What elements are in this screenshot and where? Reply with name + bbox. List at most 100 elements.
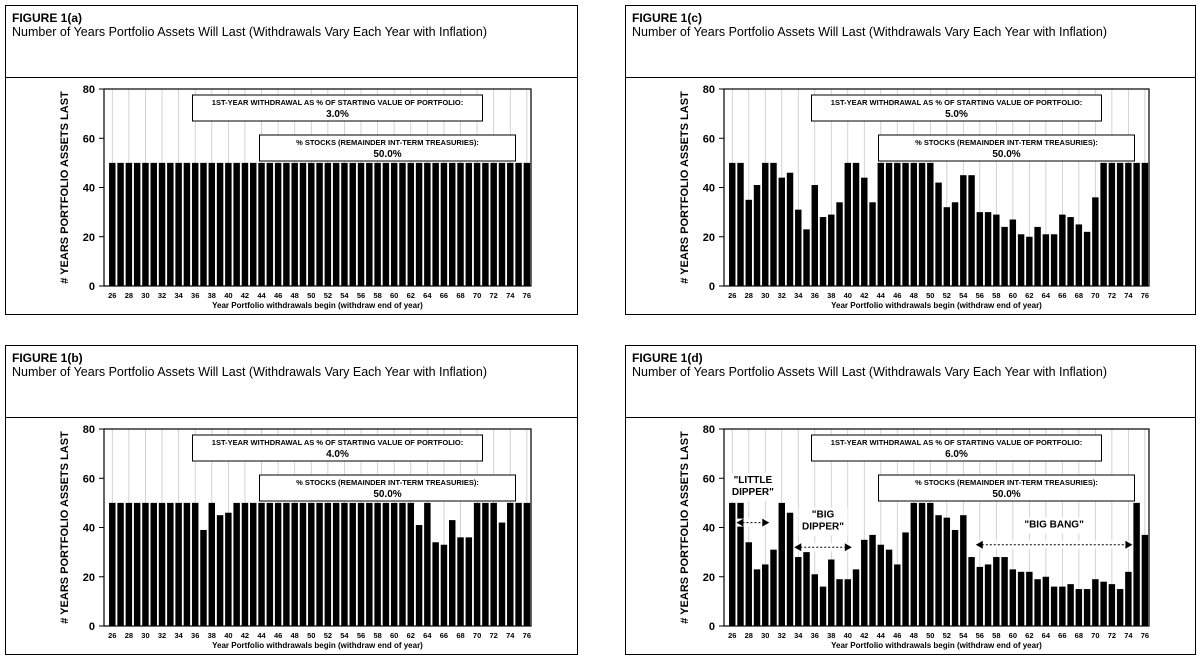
bar: [515, 502, 522, 626]
x-tick-label: 32: [778, 631, 786, 640]
withdrawal-box: 1ST-YEAR WITHDRAWAL AS % OF STARTING VAL…: [811, 434, 1102, 462]
bar: [951, 529, 959, 626]
x-axis-label: Year Portfolio withdrawals begin (withdr…: [831, 301, 1042, 310]
bar: [523, 162, 531, 286]
bar: [984, 564, 992, 626]
info-box-line2: 50.0%: [992, 489, 1020, 500]
x-tick-label: 54: [340, 291, 349, 300]
bar: [1042, 576, 1050, 626]
bar: [200, 529, 207, 626]
bar: [902, 162, 909, 286]
bar: [1100, 581, 1107, 626]
x-tick-label: 56: [976, 631, 984, 640]
x-tick-label: 62: [407, 291, 415, 300]
x-tick-label: 52: [324, 291, 332, 300]
stocks-box: % STOCKS (REMAINDER INT-TERM TREASURIES)…: [259, 134, 516, 162]
x-tick-label: 30: [761, 631, 769, 640]
x-tick-label: 30: [141, 631, 149, 640]
bar: [993, 557, 1000, 626]
figure-header: FIGURE 1(b) Number of Years Portfolio As…: [6, 346, 577, 418]
bar: [1116, 162, 1124, 286]
x-tick-label: 44: [877, 291, 886, 300]
bar: [258, 162, 265, 286]
figure-title: Number of Years Portfolio Assets Will La…: [632, 25, 1107, 39]
x-tick-label: 48: [910, 291, 918, 300]
x-tick-label: 34: [794, 631, 803, 640]
bar: [1108, 162, 1116, 286]
bar: [216, 515, 224, 626]
info-box-line2: 50.0%: [373, 489, 401, 500]
bar: [266, 502, 274, 626]
bar: [885, 549, 893, 626]
bar: [258, 502, 265, 626]
bar: [770, 162, 777, 286]
y-tick-label: 60: [703, 133, 715, 145]
bar: [1141, 162, 1149, 286]
bar: [927, 502, 934, 626]
x-tick-label: 46: [893, 631, 901, 640]
bar: [208, 502, 216, 626]
figure-title: Number of Years Portfolio Assets Will La…: [632, 365, 1107, 379]
bar: [357, 502, 365, 626]
x-tick-label: 44: [877, 631, 886, 640]
bar: [976, 566, 984, 626]
bar: [390, 162, 398, 286]
bar: [448, 520, 456, 626]
bar: [1001, 226, 1008, 286]
x-tick-label: 64: [423, 291, 432, 300]
bar: [1125, 571, 1132, 626]
x-tick-label: 52: [943, 291, 951, 300]
bar: [432, 162, 439, 286]
bar: [795, 557, 802, 626]
info-box-line1: % STOCKS (REMAINDER INT-TERM TREASURIES)…: [296, 138, 479, 147]
info-box-line1: % STOCKS (REMAINDER INT-TERM TREASURIES)…: [915, 478, 1098, 487]
bar: [390, 502, 398, 626]
bar: [183, 502, 191, 626]
figure-label: FIGURE 1(c): [632, 11, 703, 25]
annotation: "BIG BANG": [975, 517, 1133, 549]
bar: [225, 162, 232, 286]
x-tick-label: 70: [473, 631, 481, 640]
info-box-line1: % STOCKS (REMAINDER INT-TERM TREASURIES)…: [915, 138, 1098, 147]
bar: [266, 162, 274, 286]
bar: [745, 199, 752, 286]
bar: [490, 162, 497, 286]
bar-chart: 0 20 40 60 80 # YEARS PORTFOLIO ASSETS LAST 26…: [679, 84, 1150, 310]
x-tick-label: 68: [456, 291, 464, 300]
bar: [399, 162, 406, 286]
x-tick-label: 42: [860, 291, 868, 300]
stocks-box: % STOCKS (REMAINDER INT-TERM TREASURIES)…: [878, 134, 1135, 162]
bar: [1067, 217, 1074, 286]
bar: [515, 162, 522, 286]
bar: [828, 214, 835, 286]
bar: [382, 502, 390, 626]
y-tick-label: 20: [83, 572, 95, 584]
bar: [819, 217, 827, 286]
y-axis-label: # YEARS PORTFOLIO ASSETS LAST: [679, 431, 691, 624]
bar: [877, 162, 885, 286]
bar: [440, 544, 448, 626]
bar: [109, 162, 116, 286]
bar: [349, 162, 356, 286]
bar: [291, 502, 298, 626]
bar: [1125, 162, 1132, 286]
y-tick-label: 80: [83, 84, 95, 96]
x-tick-label: 36: [811, 631, 819, 640]
bar: [225, 512, 232, 626]
x-tick-label: 58: [992, 631, 1000, 640]
bar: [457, 162, 464, 286]
bar: [216, 162, 224, 286]
bar: [507, 162, 514, 286]
x-tick-label: 52: [943, 631, 951, 640]
bar: [1017, 234, 1025, 286]
y-tick-label: 0: [89, 281, 95, 293]
y-tick-label: 80: [83, 424, 95, 436]
bar: [424, 502, 431, 626]
bar: [745, 542, 752, 626]
x-tick-label: 72: [490, 631, 498, 640]
bar: [465, 537, 473, 626]
bar: [1067, 584, 1074, 626]
x-tick-label: 36: [191, 631, 199, 640]
bar: [1116, 589, 1124, 626]
x-tick-label: 62: [1025, 291, 1033, 300]
